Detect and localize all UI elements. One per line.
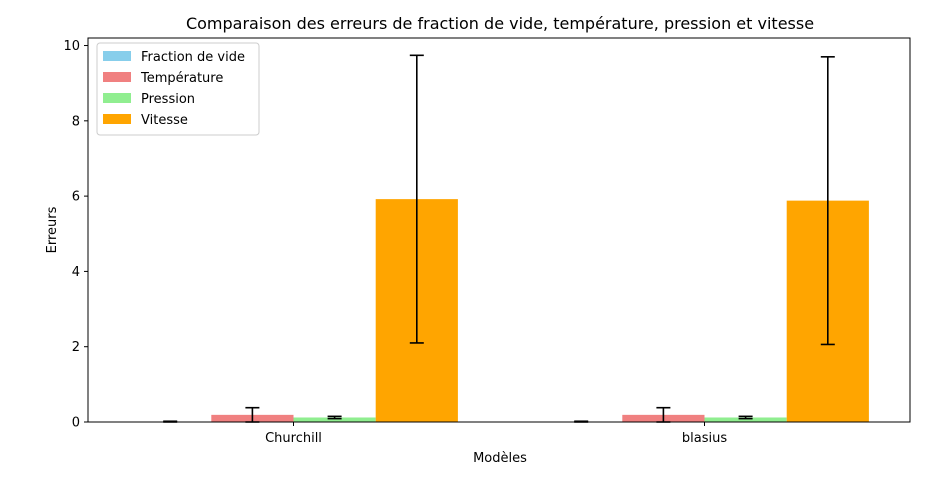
plot-frame [87,37,911,423]
x-tick-label: Churchill [265,431,322,446]
y-tick-label: 0 [72,416,80,431]
y-tick-label: 10 [63,39,80,54]
legend-frame [96,42,260,136]
y-tick-label: 6 [72,190,80,205]
legend: Fraction de vide Température Pression Vites… [96,42,260,136]
plot-area [129,54,869,423]
bar [293,417,376,422]
legend-label: Fraction de vide [141,50,245,65]
y-tick-label: 4 [72,265,80,280]
legend-label: Température [140,71,223,86]
legend-label: Pression [141,92,195,107]
y-axis-label: Erreurs [45,206,60,253]
x-tick-label: blasius [682,431,727,446]
y-tick-label: 2 [72,340,80,355]
legend-label: Vitesse [141,113,188,128]
legend-swatch [103,51,131,61]
y-axis: 0 2 4 6 8 10 [63,39,88,431]
legend-swatch [103,72,131,82]
legend-swatch [103,114,131,124]
bar [704,417,787,422]
legend-swatch [103,93,131,103]
y-tick-label: 8 [72,114,80,129]
x-axis-label: Modèles [473,451,527,466]
x-axis: Churchill blasius [265,422,727,446]
chart-title: Comparaison des erreurs de fraction de v… [186,14,814,33]
